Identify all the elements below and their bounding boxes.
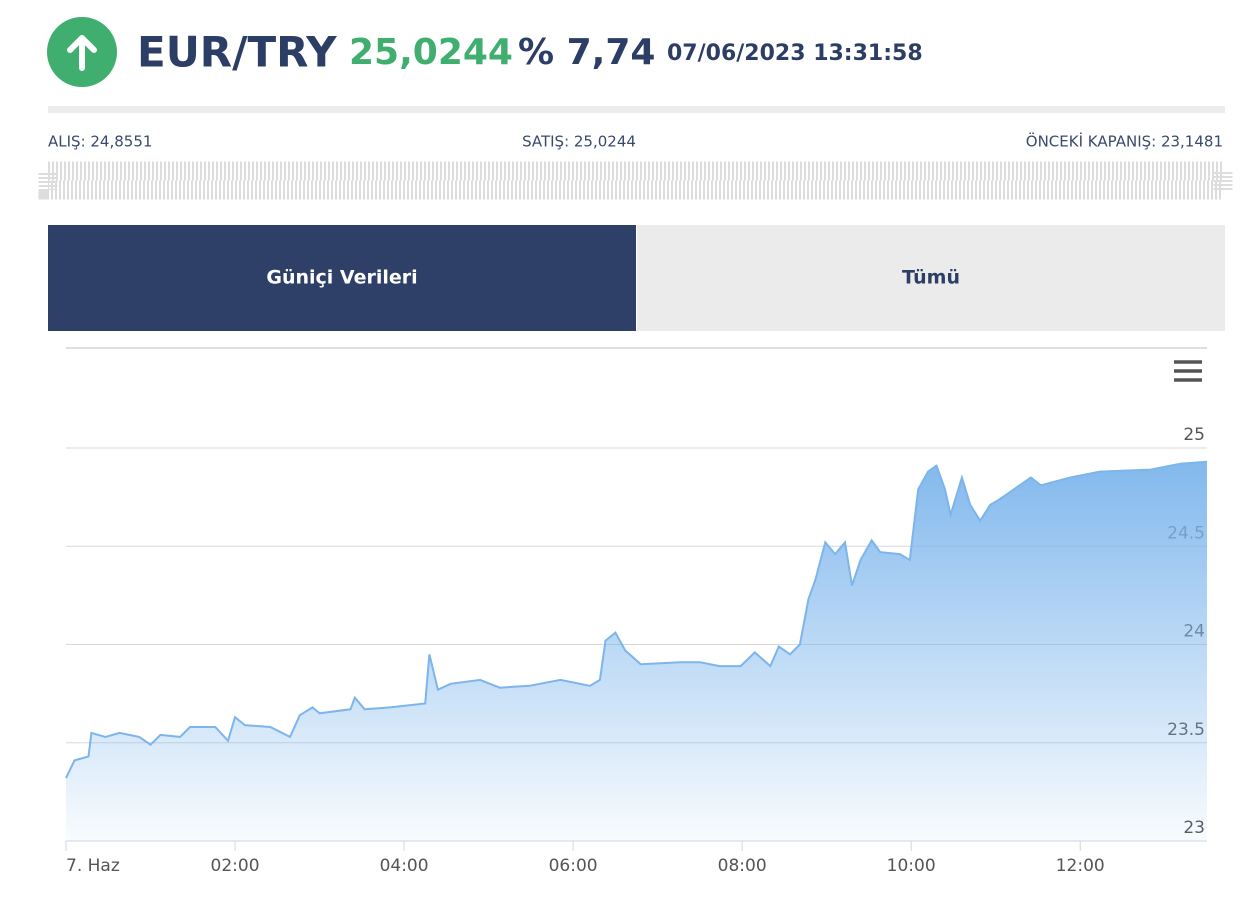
tab[interactable] xyxy=(637,225,1225,331)
x-tick-label: 02:00 xyxy=(211,856,260,876)
tab-label[interactable]: Güniçi Verileri xyxy=(266,267,417,289)
y-tick-label: 25 xyxy=(1183,425,1205,445)
prev-close: ÖNCEKİ KAPANIŞ: 23,1481 xyxy=(1026,132,1223,151)
area xyxy=(66,461,1207,841)
x-tick-label: 12:00 xyxy=(1056,856,1105,876)
price: 25,0244 xyxy=(349,32,513,73)
x-tick-label: 06:00 xyxy=(549,856,598,876)
line xyxy=(65,460,1208,779)
tab-active[interactable] xyxy=(48,225,636,331)
dotted-band xyxy=(38,161,1233,200)
pair: EUR/TRY xyxy=(137,28,337,77)
menu-icon[interactable] xyxy=(1174,360,1202,382)
divider xyxy=(48,106,1225,113)
change: % 7,74 xyxy=(518,32,655,73)
bid: ALIŞ: 24,8551 xyxy=(48,133,152,151)
x-tick-label: 7. Haz xyxy=(66,856,120,876)
x-tick-label: 08:00 xyxy=(718,856,767,876)
x-tick-label: 04:00 xyxy=(380,856,429,876)
up-arrow xyxy=(67,35,97,71)
plot: 2323.52424.5257. Haz02:0004:0006:0008:00… xyxy=(65,425,1208,876)
x-tick-label: 10:00 xyxy=(887,856,936,876)
datetime: 07/06/2023 13:31:58 xyxy=(667,41,923,66)
tab-label[interactable]: Tümü xyxy=(902,267,960,289)
ask: SATIŞ: 25,0244 xyxy=(522,133,636,151)
